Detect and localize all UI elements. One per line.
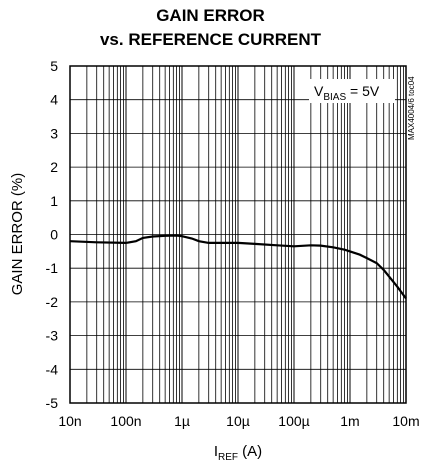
y-tick-label: 0	[50, 227, 58, 243]
y-tick-label: 1	[50, 193, 58, 209]
y-tick-label: 2	[50, 159, 58, 175]
part-number-label: MAX4004/6 toc04	[407, 76, 416, 140]
x-tick-labels: 10n 100n 1µ 10µ 100µ 1m 10m	[58, 413, 419, 429]
annotation-text: VBIAS = 5V	[314, 83, 380, 103]
vbias-annotation: VBIAS = 5V	[309, 79, 395, 103]
x-axis-label: IREF (A)	[214, 443, 262, 463]
x-tick-label: 1µ	[174, 413, 190, 429]
y-tick-label: -2	[46, 294, 59, 310]
x-tick-label: 100µ	[278, 413, 309, 429]
y-tick-label: -5	[46, 395, 59, 411]
y-tick-label: -3	[46, 328, 59, 344]
x-tick-label: 1m	[340, 413, 359, 429]
plot-frame	[69, 65, 407, 404]
x-tick-label: 100n	[110, 413, 141, 429]
y-tick-label: 3	[50, 125, 58, 141]
x-axis-label-unit: (A)	[238, 443, 262, 460]
y-tick-labels: 5 4 3 2 1 0 -1 -2 -3 -4 -5	[46, 58, 59, 411]
annotation-main: V	[314, 83, 324, 99]
chart-title-line1: GAIN ERROR	[156, 6, 265, 25]
y-tick-label: -4	[46, 361, 59, 377]
x-tick-label: 10µ	[226, 413, 250, 429]
x-axis-label-subscript: REF	[218, 452, 238, 463]
series-line	[69, 234, 407, 300]
x-tick-label: 10m	[392, 413, 419, 429]
annotation-subscript: BIAS	[323, 92, 346, 103]
grid-lines	[69, 65, 406, 404]
y-tick-label: 4	[50, 92, 58, 108]
x-axis-label-main: I	[214, 443, 218, 460]
chart-title-line2: vs. REFERENCE CURRENT	[99, 30, 322, 49]
y-tick-label: 5	[50, 58, 58, 74]
y-tick-label: -1	[46, 260, 59, 276]
annotation-background	[309, 79, 395, 103]
x-tick-label: 10n	[58, 413, 81, 429]
annotation-rest: = 5V	[346, 83, 380, 99]
y-axis-label: GAIN ERROR (%)	[9, 173, 26, 296]
